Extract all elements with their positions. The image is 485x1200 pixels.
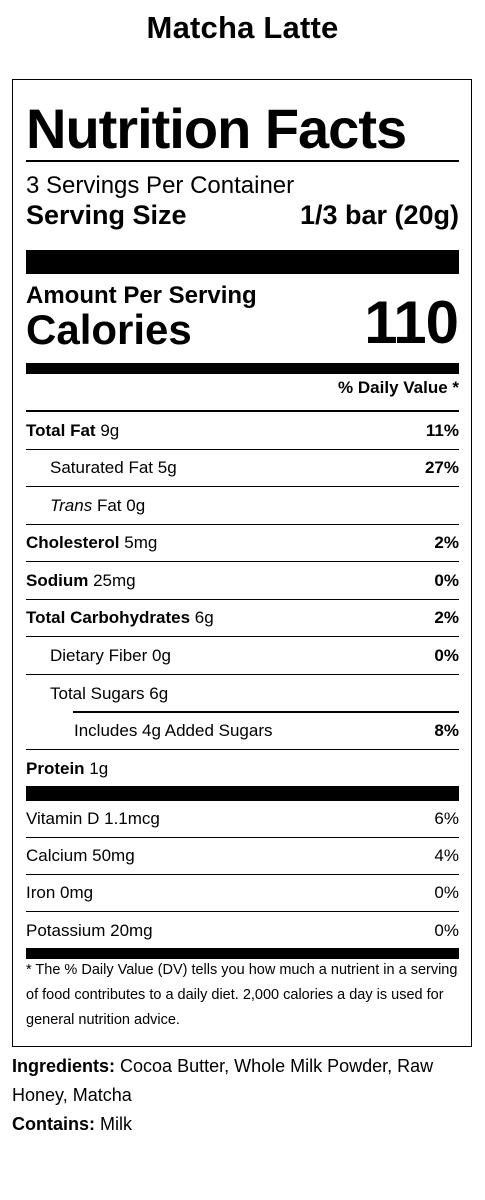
nutrient-row-total-fat: Total Fat 9g 11% <box>26 413 459 450</box>
vitamin-amount: 20mg <box>110 920 153 940</box>
vitamin-row-iron: Iron 0mg 0% <box>26 875 459 912</box>
vitamin-name: Potassium <box>26 920 106 940</box>
vitamin-name: Calcium <box>26 846 88 865</box>
nutrient-row-sodium: Sodium 25mg 0% <box>26 563 459 600</box>
nutrient-name: Includes 4g Added Sugars <box>74 721 273 740</box>
serving-size-value: 1/3 bar (20g) <box>299 200 459 230</box>
daily-value-footnote: * The % Daily Value (DV) tells you how m… <box>26 962 458 1028</box>
thick-divider <box>26 250 459 274</box>
servings-per-container: 3 Servings Per Container <box>26 172 295 199</box>
nutrient-amount: 25mg <box>93 571 136 590</box>
nutrient-row-cholesterol: Cholesterol 5mg 2% <box>26 525 459 562</box>
divider <box>26 160 459 162</box>
vitamin-amount: 0mg <box>60 883 94 902</box>
nutrient-amount: 5g <box>157 458 177 477</box>
nutrient-amount: 0g <box>152 646 171 665</box>
nutrient-row-protein: Protein 1g <box>26 750 459 787</box>
nutrient-dv: 0% <box>434 646 459 665</box>
vitamin-dv: 0% <box>434 920 459 940</box>
ingredients-label: Ingredients: <box>12 1056 116 1076</box>
nutrition-facts-label: Nutrition Facts 3 Servings Per Container… <box>12 79 472 1047</box>
nutrient-dv: 2% <box>434 608 459 627</box>
nutrient-name: Saturated Fat <box>50 458 154 477</box>
nutrient-dv: 2% <box>434 533 459 552</box>
nutrient-amount: 1g <box>89 758 109 778</box>
divider <box>26 410 459 412</box>
nutrient-row-added-sugars: Includes 4g Added Sugars 8% <box>26 713 459 750</box>
ingredients-text: Cocoa Butter, Whole Milk Powder, Raw Hon… <box>12 1056 434 1105</box>
ingredients-line: Ingredients: Cocoa Butter, Whole Milk Po… <box>12 1052 472 1110</box>
vitamin-row-potassium: Potassium 20mg 0% <box>26 912 459 949</box>
nutrient-dv: 27% <box>424 458 459 477</box>
ingredients-block: Ingredients: Cocoa Butter, Whole Milk Po… <box>12 1052 472 1139</box>
nutrient-amount: 6g <box>194 608 214 627</box>
calories-label: Calories <box>26 306 192 353</box>
nutrient-amount: 6g <box>149 683 169 703</box>
contains-text: Milk <box>100 1114 133 1134</box>
vitamin-amount: 1.1mcg <box>104 809 160 828</box>
daily-value-header: % Daily Value * <box>338 378 459 397</box>
calories-value: 110 <box>364 289 459 356</box>
contains-line: Contains: Milk <box>12 1110 472 1139</box>
medium-divider <box>26 948 459 959</box>
thick-divider <box>26 786 459 801</box>
medium-divider <box>26 363 459 374</box>
vitamin-dv: 6% <box>434 809 459 828</box>
nutrient-name: Sodium <box>26 571 89 590</box>
vitamin-name: Iron <box>26 883 56 902</box>
nutrient-amount: 9g <box>100 421 120 440</box>
nutrition-facts-heading: Nutrition Facts <box>26 97 407 160</box>
vitamin-row-calcium: Calcium 50mg 4% <box>26 838 459 875</box>
nutrient-row-saturated-fat: Saturated Fat 5g 27% <box>26 450 459 487</box>
nutrient-name-prefix: Trans <box>50 496 93 515</box>
nutrient-name: Cholesterol <box>26 533 120 552</box>
nutrient-dv: 11% <box>425 421 459 440</box>
nutrient-name: Total Fat <box>26 421 96 440</box>
nutrient-row-total-carbohydrates: Total Carbohydrates 6g 2% <box>26 600 459 637</box>
vitamin-dv: 0% <box>434 883 459 902</box>
nutrient-name: Dietary Fiber <box>50 646 148 665</box>
contains-label: Contains: <box>12 1114 95 1134</box>
serving-size-row: Serving Size 1/3 bar (20g) <box>26 200 459 231</box>
nutrient-name: Total Carbohydrates <box>26 608 191 627</box>
vitamin-dv: 4% <box>434 846 459 865</box>
product-title: Matcha Latte <box>146 10 339 45</box>
vitamin-name: Vitamin D <box>26 809 100 828</box>
nutrient-row-dietary-fiber: Dietary Fiber 0g 0% <box>26 638 459 675</box>
nutrient-amount: 0g <box>126 496 146 515</box>
amount-per-serving: Amount Per Serving <box>26 282 257 309</box>
nutrient-name: Protein <box>26 758 85 778</box>
divider <box>73 711 459 713</box>
nutrient-row-total-sugars: Total Sugars 6g <box>26 675 459 712</box>
nutrient-row-trans-fat: Trans Fat 0g <box>26 488 459 525</box>
nutrient-amount: 5mg <box>124 533 158 552</box>
serving-size-label: Serving Size <box>26 200 187 230</box>
nutrient-dv: 0% <box>434 571 459 590</box>
nutrient-name: Total Sugars <box>50 683 145 703</box>
vitamin-amount: 50mg <box>92 846 135 865</box>
vitamin-row-vitamin-d: Vitamin D 1.1mcg 6% <box>26 801 459 838</box>
nutrient-dv: 8% <box>434 721 459 740</box>
nutrient-name: Fat <box>96 496 122 515</box>
